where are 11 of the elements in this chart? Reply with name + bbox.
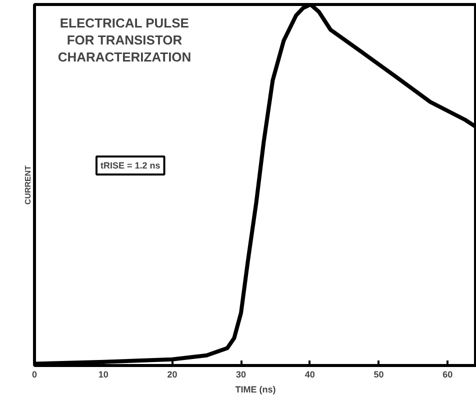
x-tick-label: 30 — [236, 370, 246, 380]
x-tick-label: 20 — [167, 370, 178, 380]
x-tick-label: 10 — [98, 370, 108, 380]
y-axis-title: CURRENT — [24, 165, 32, 205]
x-tick-label: 50 — [374, 370, 384, 380]
x-tick-label: 0 — [32, 370, 38, 380]
annotation: tRISE = 1.2 ns — [100, 160, 160, 170]
text: ELECTRICAL PULSE FOR TRANSISTOR CHARACTERIZATION — [58, 16, 192, 64]
x-tick-label: 60 — [442, 370, 453, 380]
x-tick-label: 40 — [304, 370, 315, 380]
x-axis-title: TIME (ns) — [235, 384, 276, 394]
